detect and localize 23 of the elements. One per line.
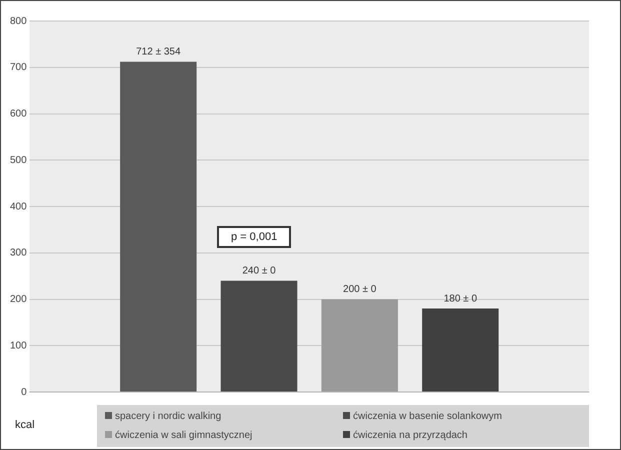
data-label: 712 ± 354 <box>136 46 181 58</box>
data-label: 180 ± 0 <box>444 293 478 304</box>
y-tick-label: 400 <box>10 201 28 212</box>
y-tick-label: 200 <box>10 294 28 305</box>
legend-label: spacery i nordic walking <box>114 411 222 422</box>
y-tick-label: 500 <box>10 154 28 166</box>
data-label: 200 ± 0 <box>343 284 377 295</box>
y-tick-label: 600 <box>10 108 28 120</box>
bar <box>321 299 398 392</box>
y-tick-label: 300 <box>10 248 28 259</box>
y-tick-label: 100 <box>10 340 28 352</box>
annotation: p = 0,001 <box>217 226 292 248</box>
bar <box>422 308 499 392</box>
y-tick-label: 800 <box>10 16 28 27</box>
legend-label: ćwiczenia w sali gimnastycznej <box>114 430 254 441</box>
legend-label: ćwiczenia na przyrządach <box>352 430 468 441</box>
bar <box>220 280 298 392</box>
y-tick-label: 0 <box>21 386 28 398</box>
bar <box>120 62 197 392</box>
data-label: 240 ± 0 <box>242 265 276 276</box>
legend-label: ćwiczenia w basenie solankowym <box>352 411 503 422</box>
y-axis-title: kcal <box>15 419 35 431</box>
y-tick-label: 700 <box>10 62 28 74</box>
